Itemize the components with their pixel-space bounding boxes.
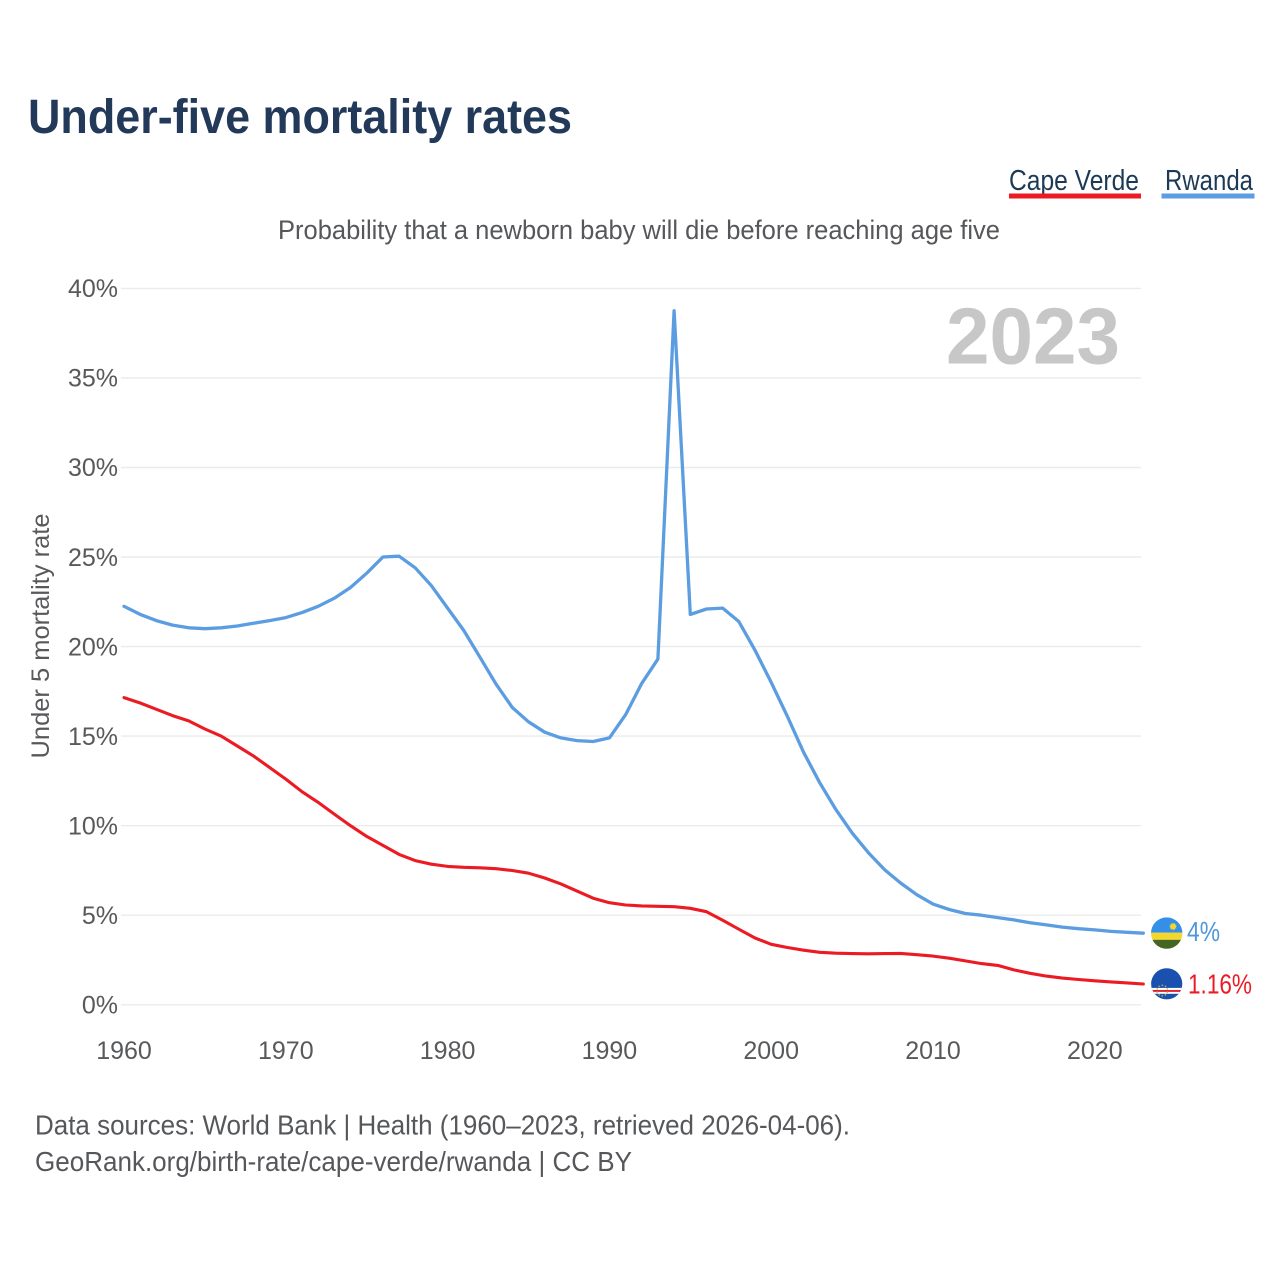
svg-text:10%: 10% [68,812,118,840]
svg-text:2010: 2010 [905,1037,961,1065]
svg-text:1990: 1990 [582,1037,638,1065]
svg-text:25%: 25% [68,544,118,572]
svg-text:15%: 15% [68,723,118,751]
svg-text:2020: 2020 [1067,1037,1123,1065]
svg-text:Data sources: World Bank | Hea: Data sources: World Bank | Health (1960–… [35,1110,850,1141]
svg-text:4%: 4% [1187,916,1220,947]
svg-text:35%: 35% [68,365,118,393]
svg-text:20%: 20% [68,633,118,661]
svg-text:Probability that a newborn bab: Probability that a newborn baby will die… [278,215,1000,245]
svg-text:Under-five mortality rates: Under-five mortality rates [28,91,572,144]
svg-text:40%: 40% [68,275,118,303]
svg-text:5%: 5% [82,902,118,930]
svg-text:Under 5 mortality rate: Under 5 mortality rate [27,514,55,759]
svg-text:1.16%: 1.16% [1188,969,1252,1000]
svg-text:Rwanda: Rwanda [1165,165,1254,197]
svg-text:GeoRank.org/birth-rate/cape-ve: GeoRank.org/birth-rate/cape-verde/rwanda… [35,1146,632,1177]
svg-text:1970: 1970 [258,1037,314,1065]
svg-text:1980: 1980 [420,1037,476,1065]
svg-text:30%: 30% [68,454,118,482]
svg-text:1960: 1960 [96,1037,152,1065]
svg-text:0%: 0% [82,992,118,1020]
svg-text:Cape Verde: Cape Verde [1009,165,1139,197]
svg-text:2000: 2000 [743,1037,799,1065]
svg-text:2023: 2023 [946,292,1120,381]
